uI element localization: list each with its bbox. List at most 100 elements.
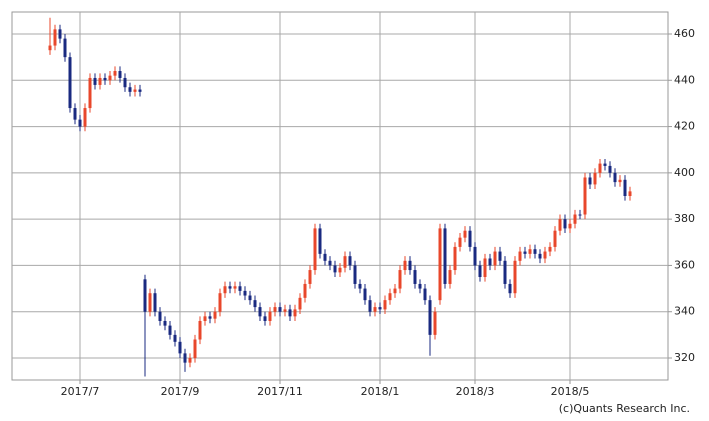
candle-body bbox=[538, 253, 542, 259]
candle-body bbox=[453, 246, 457, 271]
candle-body bbox=[103, 77, 107, 81]
y-tick-label: 380 bbox=[674, 212, 695, 225]
candle-body bbox=[123, 77, 127, 88]
x-tick-label: 2018/3 bbox=[456, 385, 495, 398]
candle-body bbox=[188, 358, 192, 363]
candle-body bbox=[623, 179, 627, 196]
candle-body bbox=[578, 214, 582, 216]
candle-body bbox=[243, 290, 247, 296]
x-tick-label: 2017/7 bbox=[61, 385, 100, 398]
candle-body bbox=[63, 38, 67, 58]
y-tick-label: 420 bbox=[674, 120, 695, 133]
candle-body bbox=[438, 228, 442, 301]
candle-body bbox=[193, 339, 197, 359]
candle-body bbox=[448, 270, 452, 284]
candle-body bbox=[573, 214, 577, 224]
candle-body bbox=[173, 334, 177, 342]
candle-body bbox=[358, 283, 362, 289]
candle-body bbox=[543, 251, 547, 259]
candle-body bbox=[323, 253, 327, 261]
candle-body bbox=[83, 108, 87, 127]
candle-body bbox=[68, 57, 72, 109]
candle-body bbox=[178, 341, 182, 354]
candle-body bbox=[583, 177, 587, 215]
candle-body bbox=[503, 260, 507, 284]
candle-body bbox=[198, 320, 202, 340]
candle-body bbox=[168, 325, 172, 335]
candle-body bbox=[93, 77, 97, 85]
candle-body bbox=[213, 311, 217, 319]
candle-body bbox=[208, 316, 212, 319]
candle-body bbox=[468, 230, 472, 247]
candle-body bbox=[413, 270, 417, 284]
candle-body bbox=[73, 108, 77, 120]
candle-body bbox=[588, 177, 592, 185]
candle-body bbox=[308, 270, 312, 284]
candle-body bbox=[408, 260, 412, 271]
candle-body bbox=[248, 295, 252, 301]
candle-body bbox=[343, 256, 347, 268]
candle-body bbox=[273, 307, 277, 312]
candle-body bbox=[513, 260, 517, 294]
candle-body bbox=[383, 300, 387, 310]
candle-body bbox=[158, 311, 162, 321]
candle-body bbox=[48, 45, 52, 51]
candle-body bbox=[593, 172, 597, 185]
candle-body bbox=[478, 265, 482, 278]
candle-body bbox=[508, 283, 512, 294]
candle-body bbox=[348, 256, 352, 266]
candle-body bbox=[118, 71, 122, 78]
candle-body bbox=[498, 251, 502, 261]
candle-body bbox=[333, 265, 337, 273]
candle-body bbox=[423, 288, 427, 301]
candle-body bbox=[288, 309, 292, 317]
candle-body bbox=[483, 258, 487, 278]
candle-body bbox=[373, 307, 377, 312]
candle-body bbox=[463, 230, 467, 238]
candle-body bbox=[88, 77, 92, 109]
candle-body bbox=[228, 286, 232, 289]
candle-body bbox=[108, 75, 112, 81]
candle-body bbox=[268, 311, 272, 321]
candle-body bbox=[58, 29, 62, 39]
candle-body bbox=[618, 179, 622, 183]
candle-body bbox=[563, 219, 567, 229]
candle-body bbox=[443, 228, 447, 284]
candle-body bbox=[393, 288, 397, 294]
candle-body bbox=[98, 77, 102, 85]
candle-body bbox=[78, 119, 82, 127]
candle-body bbox=[313, 228, 317, 271]
candle-body bbox=[493, 251, 497, 266]
candle-body bbox=[458, 237, 462, 247]
candle-body bbox=[338, 267, 342, 273]
candle-body bbox=[143, 279, 147, 312]
candle-body bbox=[133, 89, 137, 92]
candle-body bbox=[138, 89, 142, 92]
candle-body bbox=[428, 300, 432, 335]
candle-body bbox=[568, 223, 572, 229]
x-tick-label: 2017/11 bbox=[257, 385, 303, 398]
y-tick-label: 440 bbox=[674, 73, 695, 86]
candle-body bbox=[53, 29, 57, 46]
candle-body bbox=[628, 191, 632, 196]
candle-body bbox=[608, 165, 612, 173]
y-tick-label: 460 bbox=[674, 27, 695, 40]
candle-body bbox=[378, 307, 382, 310]
candle-body bbox=[258, 307, 262, 317]
candle-body bbox=[528, 249, 532, 254]
candle-body bbox=[218, 293, 222, 312]
candle-body bbox=[233, 286, 237, 289]
candle-body bbox=[223, 286, 227, 294]
candle-body bbox=[293, 309, 297, 317]
candle-body bbox=[153, 293, 157, 312]
y-tick-label: 320 bbox=[674, 351, 695, 364]
y-tick-label: 340 bbox=[674, 305, 695, 318]
x-tick-label: 2017/9 bbox=[161, 385, 200, 398]
candle-body bbox=[113, 71, 117, 76]
candle-body bbox=[303, 283, 307, 298]
candle-body bbox=[488, 258, 492, 266]
candle-body bbox=[318, 228, 322, 254]
candle-body bbox=[363, 288, 367, 301]
candle-body bbox=[398, 270, 402, 289]
